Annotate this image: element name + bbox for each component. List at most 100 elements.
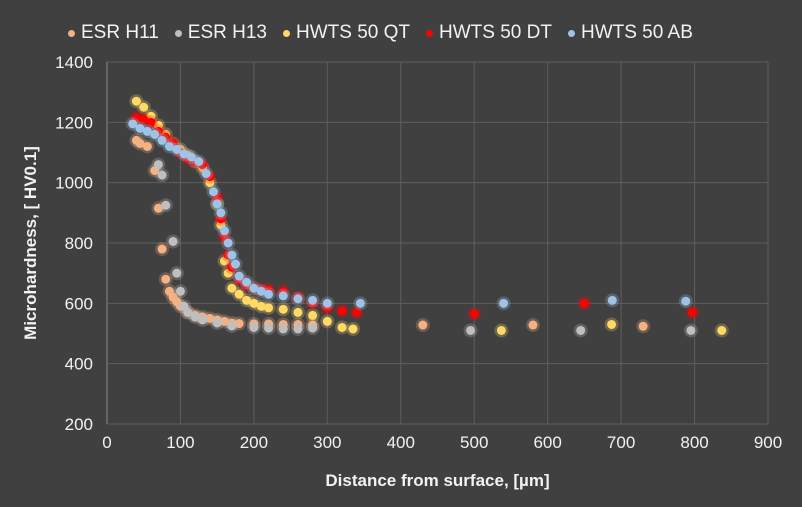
- data-point-esr-h11: [234, 319, 244, 329]
- data-point-hwts-50-ab: [150, 129, 160, 139]
- data-point-esr-h13: [175, 286, 185, 296]
- data-point-hwts-50-qt: [242, 295, 252, 305]
- data-point-esr-h13: [227, 321, 237, 331]
- data-point-esr-h13: [264, 323, 274, 333]
- x-tick-label: 0: [102, 433, 111, 452]
- y-tick-label: 200: [65, 415, 93, 434]
- data-point-hwts-50-qt: [234, 289, 244, 299]
- data-point-hwts-50-ab: [231, 259, 241, 269]
- y-tick-label: 1000: [55, 174, 93, 193]
- data-point-esr-h11: [153, 203, 163, 213]
- data-point-hwts-50-ab: [157, 135, 167, 145]
- data-point-esr-h11: [528, 320, 538, 330]
- data-point-hwts-50-qt: [293, 307, 303, 317]
- legend-marker: [426, 29, 434, 37]
- legend-item: ESR H11: [68, 22, 159, 44]
- data-point-hwts-50-ab: [212, 199, 222, 209]
- data-point-hwts-50-ab: [179, 149, 189, 159]
- data-point-esr-h13: [172, 268, 182, 278]
- data-point-esr-h11: [135, 138, 145, 148]
- x-tick-label: 600: [533, 433, 561, 452]
- legend-label: ESR H11: [81, 22, 159, 43]
- x-tick-label: 700: [607, 433, 635, 452]
- data-point-hwts-50-dt: [352, 307, 362, 317]
- data-point-hwts-50-qt: [227, 283, 237, 293]
- data-point-hwts-50-ab: [201, 169, 211, 179]
- data-point-esr-h11: [418, 320, 428, 330]
- x-axis-label: Distance from surface, [µm]: [325, 471, 549, 490]
- data-point-hwts-50-qt: [249, 298, 259, 308]
- x-tick-label: 800: [680, 433, 708, 452]
- legend-item: HWTS 50 AB: [567, 22, 693, 44]
- legend-label: HWTS 50 AB: [580, 22, 693, 43]
- data-point-hwts-50-dt: [139, 114, 149, 124]
- data-point-esr-h13: [157, 170, 167, 180]
- data-point-esr-h11: [142, 141, 152, 151]
- data-point-hwts-50-ab: [194, 157, 204, 167]
- data-point-esr-h13: [153, 160, 163, 170]
- legend-marker: [283, 29, 290, 37]
- data-point-hwts-50-ab: [293, 294, 303, 304]
- data-point-hwts-50-dt: [469, 309, 479, 319]
- data-point-hwts-50-ab: [264, 289, 274, 299]
- data-point-esr-h13: [466, 325, 476, 335]
- data-point-hwts-50-ab: [128, 119, 138, 129]
- data-point-hwts-50-ab: [308, 295, 318, 305]
- x-tick-label: 200: [240, 433, 268, 452]
- data-point-hwts-50-ab: [135, 123, 145, 133]
- data-point-hwts-50-qt: [717, 325, 727, 335]
- data-point-hwts-50-qt: [496, 325, 506, 335]
- data-point-hwts-50-qt: [337, 322, 347, 332]
- data-point-hwts-50-ab: [607, 295, 617, 305]
- data-point-hwts-50-ab: [322, 298, 332, 308]
- data-point-hwts-50-qt: [264, 303, 274, 313]
- y-tick-label: 1200: [55, 113, 93, 132]
- data-point-hwts-50-qt: [139, 102, 149, 112]
- data-point-esr-h13: [278, 324, 288, 334]
- legend-label: HWTS 50 DT: [439, 22, 552, 43]
- y-tick-label: 400: [65, 355, 93, 374]
- data-point-esr-h13: [197, 315, 207, 325]
- data-point-hwts-50-dt: [687, 307, 697, 317]
- data-point-hwts-50-ab: [499, 298, 509, 308]
- data-point-hwts-50-qt: [348, 324, 358, 334]
- data-point-esr-h13: [161, 200, 171, 210]
- data-point-hwts-50-dt: [146, 117, 156, 127]
- x-tick-label: 100: [166, 433, 194, 452]
- y-tick-label: 1400: [55, 53, 93, 72]
- data-point-esr-h13: [190, 312, 200, 322]
- y-axis-label: Microhardness, [ HV0.1]: [21, 146, 40, 340]
- data-point-esr-h13: [686, 325, 696, 335]
- data-point-esr-h11: [205, 313, 215, 323]
- data-point-esr-h13: [168, 236, 178, 246]
- data-point-hwts-50-ab: [172, 144, 182, 154]
- legend-item: HWTS 50 DT: [426, 22, 552, 44]
- data-point-esr-h11: [161, 274, 171, 284]
- data-point-hwts-50-dt: [579, 298, 589, 308]
- legend-marker: [68, 29, 75, 37]
- data-point-hwts-50-qt: [278, 304, 288, 314]
- x-tick-label: 500: [460, 433, 488, 452]
- data-point-hwts-50-ab: [681, 296, 691, 306]
- data-point-esr-h13: [308, 323, 318, 333]
- data-point-hwts-50-qt: [131, 96, 141, 106]
- legend-marker: [174, 29, 182, 37]
- data-point-hwts-50-dt: [337, 306, 347, 316]
- data-point-hwts-50-ab: [234, 271, 244, 281]
- legend-label: ESR H13: [187, 22, 267, 43]
- data-point-hwts-50-ab: [278, 291, 288, 301]
- data-point-hwts-50-ab: [216, 208, 226, 218]
- data-point-hwts-50-qt: [322, 316, 332, 326]
- legend-item: HWTS 50 QT: [283, 22, 410, 44]
- x-tick-label: 400: [387, 433, 415, 452]
- legend-marker: [567, 29, 575, 37]
- data-point-esr-h13: [293, 324, 303, 334]
- data-point-esr-h13: [212, 318, 222, 328]
- y-tick-label: 800: [65, 234, 93, 253]
- data-point-hwts-50-qt: [607, 319, 617, 329]
- data-point-hwts-50-ab: [242, 277, 252, 287]
- data-point-hwts-50-ab: [186, 152, 196, 162]
- y-tick-label: 600: [65, 294, 93, 313]
- data-point-esr-h11: [157, 244, 167, 254]
